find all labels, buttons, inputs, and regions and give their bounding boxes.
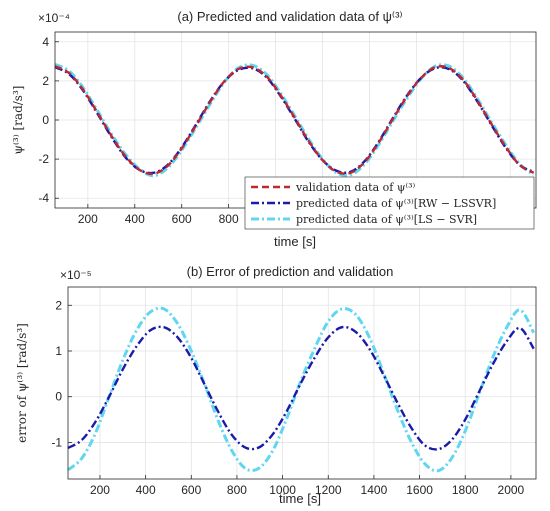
legend-label-validation: validation data of ψ⁽³⁾: [295, 181, 416, 194]
chart-b-x-tick-label: 400: [136, 483, 156, 497]
chart-b-y-tick-label: -1: [51, 435, 62, 449]
chart-b-y-tick-label: 0: [55, 390, 62, 404]
chart-b-ticks: 200 400 600 800 1000 1200 1400 1600 1800 2000 -1 0 1…: [51, 298, 524, 497]
chart-b-ylabel: error of ψ⁽³⁾ [rad/s³]: [15, 323, 29, 443]
chart-a-y-tick-label: 0: [42, 113, 49, 127]
chart-b-x-tick-label: 1200: [315, 483, 342, 497]
chart-a-x-tick-label: 200: [78, 212, 98, 226]
chart-b-xlabel: time [s]: [279, 491, 321, 506]
chart-a-y-tick-label: -4: [38, 191, 49, 205]
chart-b-y-tick-label: 2: [55, 298, 62, 312]
legend-box: [244, 176, 535, 230]
chart-a-title: (a) Predicted and validation data of ψ⁽³…: [177, 9, 402, 24]
chart-b-x-tick-label: 800: [227, 483, 247, 497]
chart-b-frame: [67, 286, 537, 480]
chart-b-grid: [68, 287, 536, 479]
chart-a-ylabel: ψ⁽³⁾ [rad/s³]: [11, 86, 25, 155]
chart-a: (a) Predicted and validation data of ψ⁽³…: [11, 9, 537, 249]
chart-a-legend: validation data of ψ⁽³⁾ predicted data o…: [244, 176, 535, 230]
chart-b-x-tick-label: 200: [90, 483, 110, 497]
chart-b-lines: [67, 306, 536, 473]
chart-a-series-line-0: [54, 65, 535, 176]
chart-a-x-tick-label: 800: [219, 212, 239, 226]
chart-b-x-tick-label: 1800: [452, 483, 479, 497]
chart-b-x-tick-label: 2000: [498, 483, 525, 497]
legend-label-ls-svr: predicted data of ψ⁽³⁾[LS − SVR]: [296, 213, 477, 226]
chart-b-y-tick-label: 1: [55, 344, 62, 358]
legend-label-rw-lssvr: predicted data of ψ⁽³⁾[RW − LSSVR]: [296, 197, 496, 210]
chart-a-xlabel: time [s]: [274, 234, 316, 249]
chart-a-lines: [54, 62, 535, 178]
chart-a-x-tick-label: 600: [172, 212, 192, 226]
chart-b-series-line-0: [67, 325, 535, 451]
chart-b-series-line-1: [67, 306, 536, 473]
chart-b: (b) Error of prediction and validation 2…: [15, 264, 537, 506]
chart-a-exponent-label: ×10⁻⁴: [38, 11, 70, 25]
chart-a-y-tick-label: -2: [38, 152, 49, 166]
chart-a-x-tick-label: 400: [125, 212, 145, 226]
chart-a-y-tick-label: 4: [42, 35, 49, 49]
chart-b-x-tick-label: 600: [181, 483, 201, 497]
chart-b-exponent-label: ×10⁻⁵: [60, 268, 92, 282]
chart-b-x-tick-label: 1400: [361, 483, 388, 497]
chart-b-title: (b) Error of prediction and validation: [187, 264, 394, 279]
chart-b-x-tick-label: 1600: [406, 483, 433, 497]
chart-a-y-tick-label: 2: [42, 74, 49, 88]
chart-b-x-tick-label: 1000: [269, 483, 296, 497]
